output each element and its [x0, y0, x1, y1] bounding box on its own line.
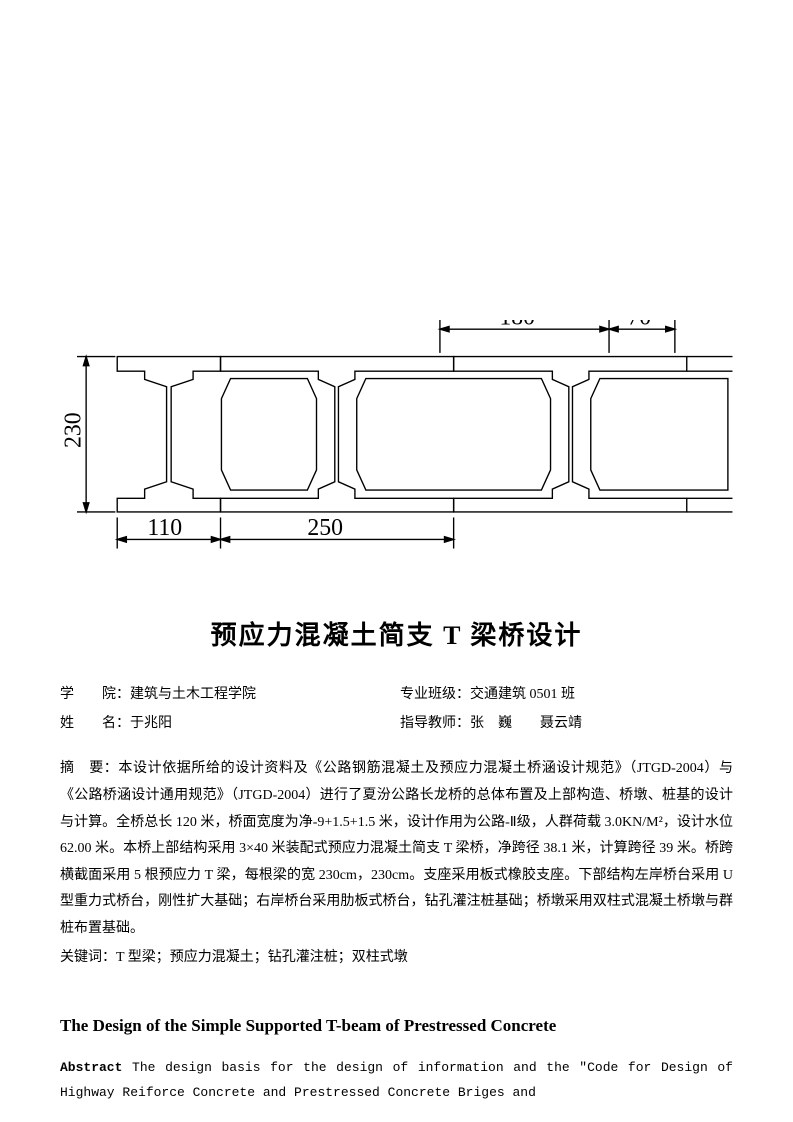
name-label: 姓名：	[60, 716, 130, 731]
tbeam-svg: 180 70 230 110 250	[60, 320, 733, 565]
english-abstract: Abstract The design basis for the design…	[60, 1056, 733, 1105]
teacher-label: 指导教师：	[400, 716, 470, 731]
class-label: 专业班级：	[400, 687, 470, 702]
dim-180: 180	[499, 320, 535, 331]
keywords-text: T 型梁；预应力混凝土；钻孔灌注桩；双柱式墩	[116, 950, 408, 965]
abstract-text: 本设计依据所给的设计资料及《公路钢筋混凝土及预应力混凝土桥涵设计规范》（JTGD…	[60, 761, 733, 936]
keywords-section: 关键词：T 型梁；预应力混凝土；钻孔灌注桩；双柱式墩	[60, 945, 733, 972]
abstract-label: 摘 要：	[60, 761, 118, 776]
info-row-1: 学院：建筑与土木工程学院 专业班级：交通建筑 0501 班	[60, 682, 733, 707]
keywords-label: 关键词：	[60, 950, 116, 965]
dim-70: 70	[627, 320, 651, 331]
english-title: The Design of the Simple Supported T-bea…	[60, 1016, 733, 1036]
dim-110: 110	[147, 515, 182, 541]
english-abstract-label: Abstract	[60, 1060, 122, 1075]
info-row-2: 姓名：于兆阳 指导教师：张 巍 聂云靖	[60, 711, 733, 736]
dim-250: 250	[307, 515, 343, 541]
abstract-section: 摘 要：本设计依据所给的设计资料及《公路钢筋混凝土及预应力混凝土桥涵设计规范》（…	[60, 756, 733, 942]
dim-230: 230	[61, 412, 87, 448]
name-value: 于兆阳	[130, 716, 172, 731]
english-abstract-text: The design basis for the design of infor…	[60, 1060, 733, 1100]
school-label: 学院：	[60, 687, 130, 702]
teacher-value: 张 巍 聂云靖	[470, 716, 582, 731]
class-value: 交通建筑 0501 班	[470, 687, 575, 702]
tbeam-diagram: 180 70 230 110 250	[60, 320, 733, 565]
main-title: 预应力混凝土简支 T 梁桥设计	[60, 615, 733, 652]
school-value: 建筑与土木工程学院	[130, 687, 256, 702]
